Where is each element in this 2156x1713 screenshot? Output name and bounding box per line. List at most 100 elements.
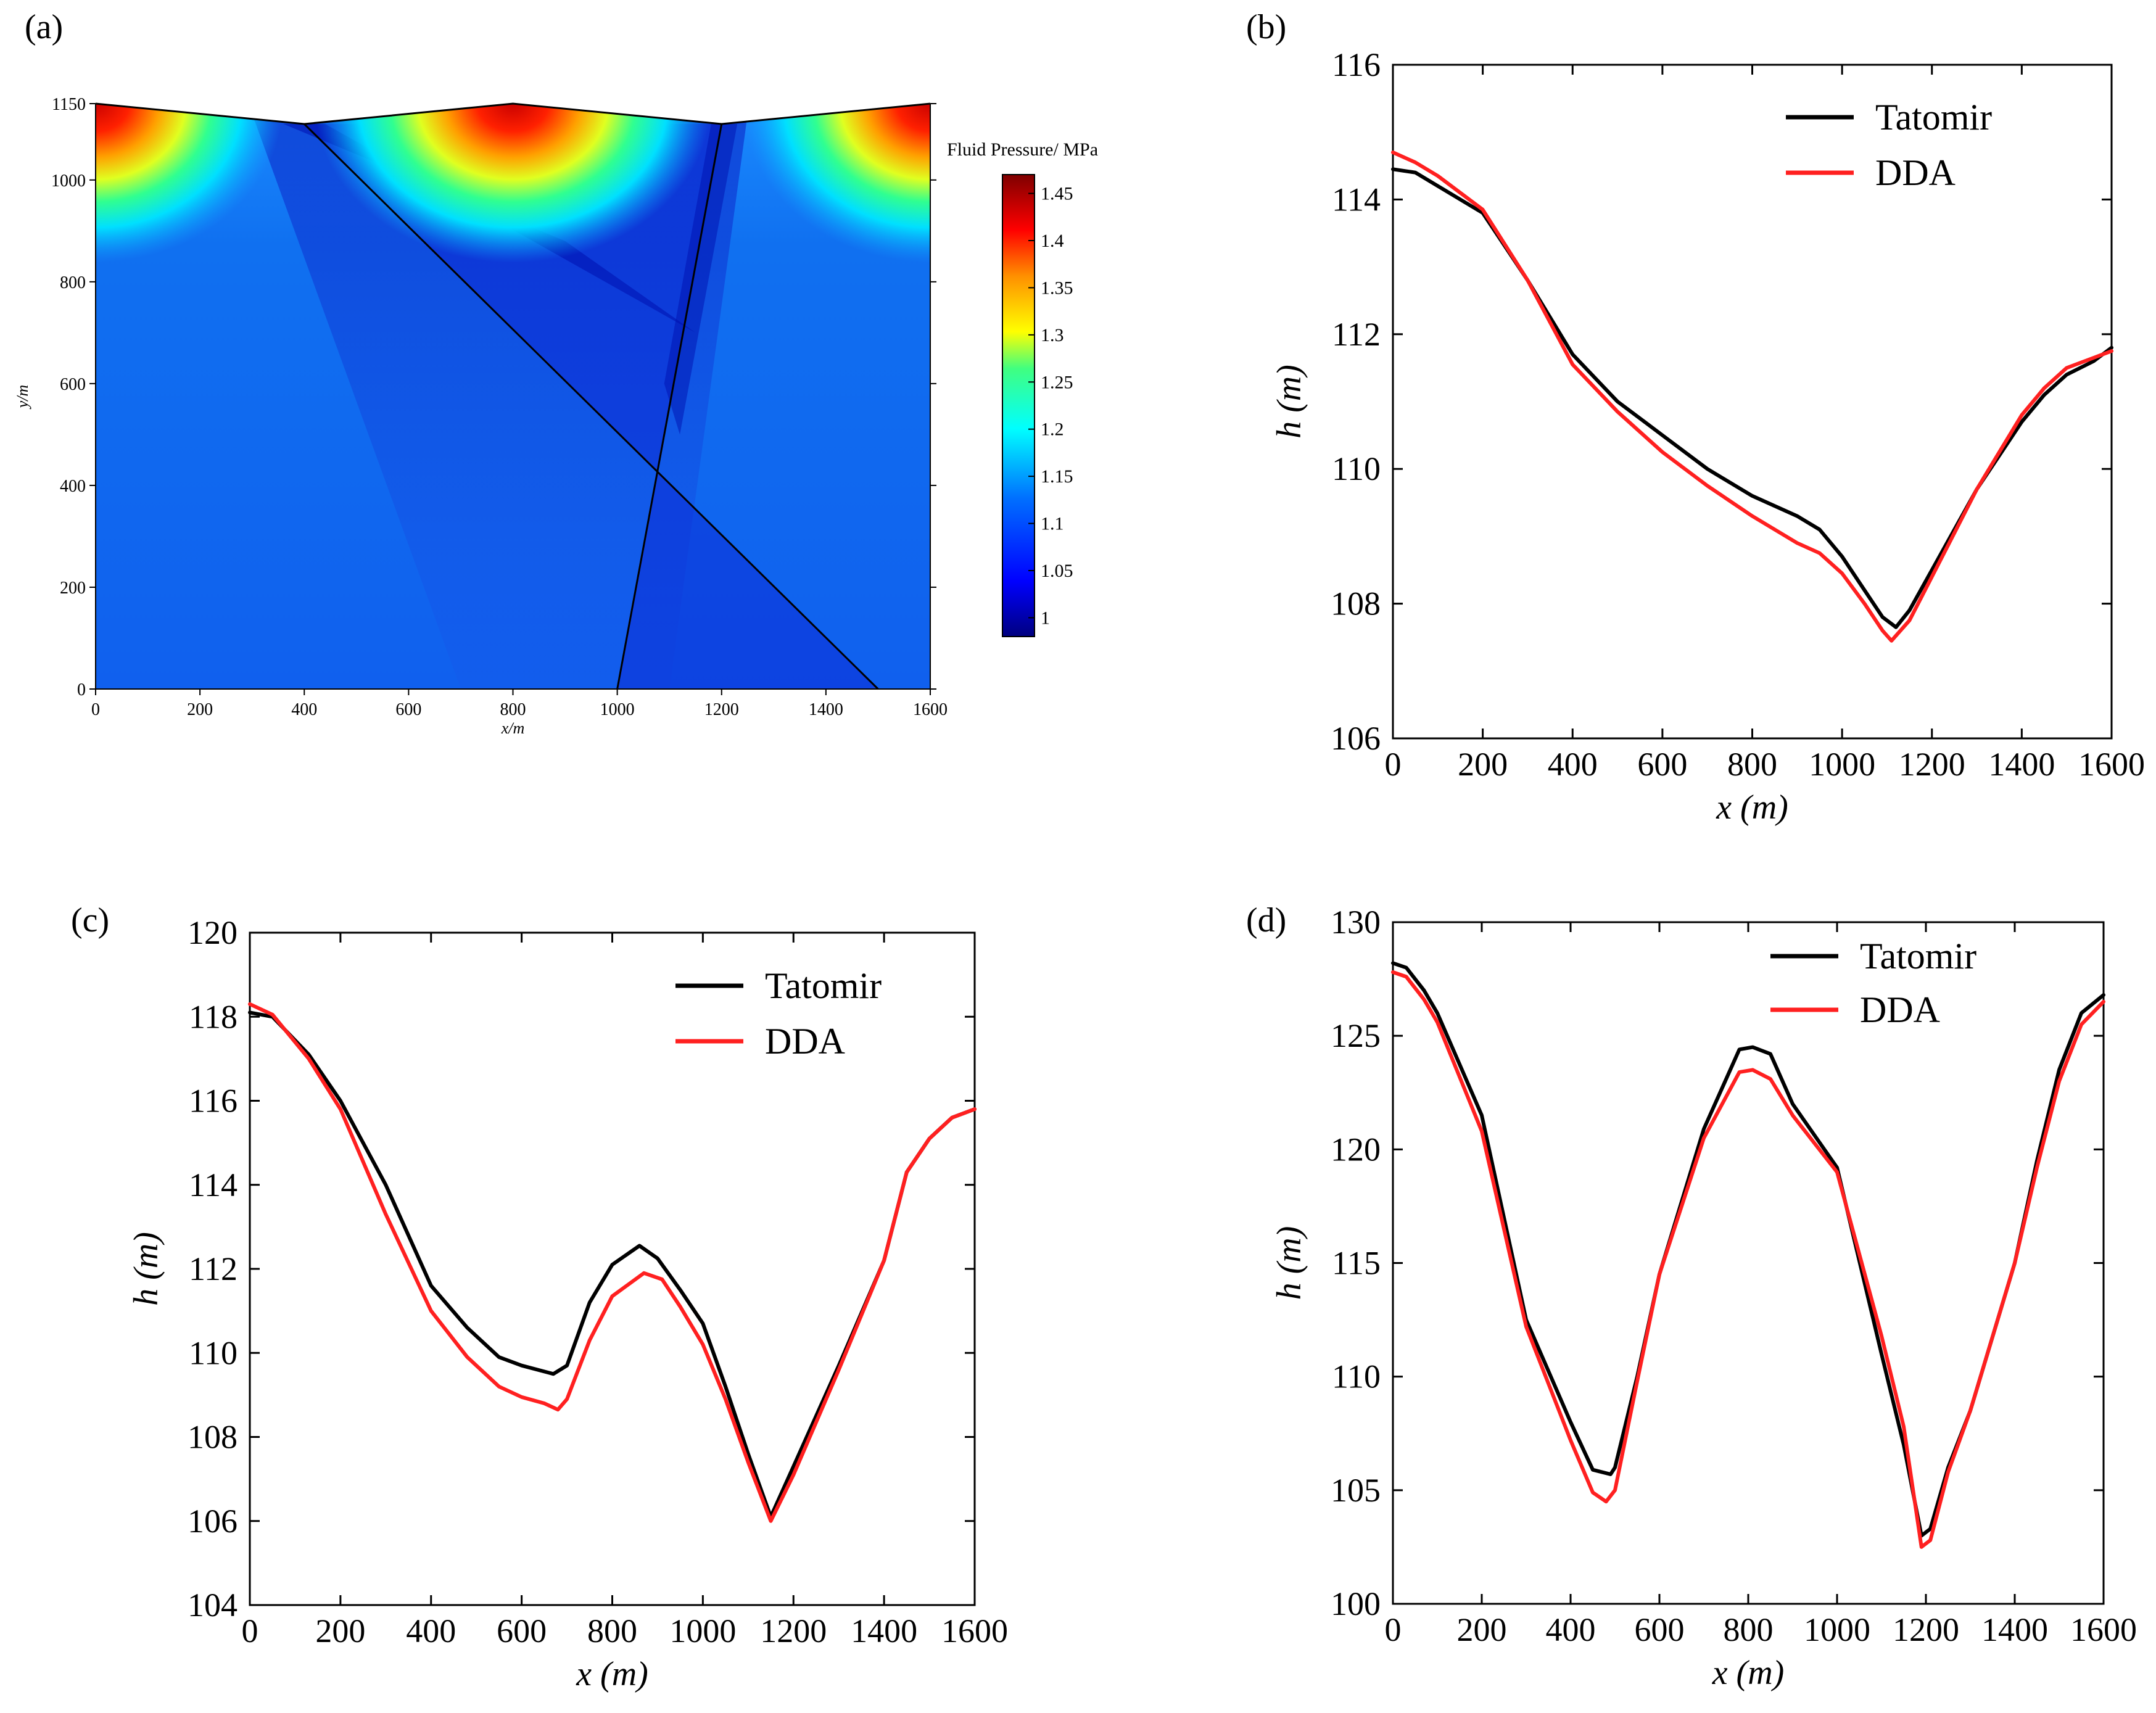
colorbar-tick-label: 1.45 [1041, 184, 1073, 204]
y-tick-label: 0 [77, 680, 86, 700]
colorbar-tick-label: 1 [1041, 608, 1050, 628]
y-tick-label: 200 [60, 579, 86, 598]
legend-label-dda: DDA [1860, 989, 1940, 1030]
colorbar-tick-label: 1.4 [1041, 231, 1064, 251]
fracture-line-2 [616, 123, 723, 690]
x-tick-label: 1400 [851, 1612, 917, 1649]
panel-label-c: (c) [71, 901, 109, 939]
y-tick-label: 112 [189, 1250, 237, 1287]
legend-label-tatomir: Tatomir [1860, 936, 1976, 976]
x-tick-label: 200 [315, 1612, 365, 1649]
high-pressure-lobe-0 [96, 104, 284, 423]
y-tick-label: 108 [188, 1419, 237, 1456]
colorbar-gradient [1002, 174, 1035, 637]
y-tick-label: 120 [1331, 1131, 1381, 1168]
panel-a-y-axis-title: y/m [14, 385, 31, 410]
series-line-dda [1391, 970, 2105, 1549]
x-tick-label: 800 [587, 1612, 637, 1649]
top-boundary-line [95, 102, 931, 125]
y-tick-label: 105 [1331, 1472, 1381, 1509]
panel-label-a: (a) [25, 8, 63, 46]
x-tick-label: 1000 [600, 700, 635, 719]
panel-c-head-profile: (c) 0 200 400 600 800 1000 1200 1400 1600 104 106 1… [71, 901, 1008, 1693]
x-tick-label: 1000 [1804, 1611, 1870, 1648]
x-tick-label: 400 [291, 700, 317, 719]
panel-a-axes: 0 200 400 600 800 1000 1200 1400 1600 0 200 400 600 8… [51, 95, 948, 719]
x-tick-label: 600 [395, 700, 421, 719]
x-tick-label: 400 [406, 1612, 456, 1649]
x-tick-label: 1400 [1981, 1611, 2048, 1648]
y-tick-label: 114 [1332, 181, 1381, 218]
y-axis-title: h (m) [1270, 365, 1308, 439]
x-tick-label: 0 [1385, 1611, 1402, 1648]
y-tick-label: 600 [60, 375, 86, 394]
x-tick-label: 1600 [913, 700, 948, 719]
high-pressure-lobe-2 [742, 104, 930, 423]
panel-a-pressure-field: (a) 0 200 400 600 800 1000 1200 1400 16000200400… [14, 8, 1098, 737]
y-axis-title: h (m) [127, 1232, 165, 1306]
series-line-dda [248, 1002, 977, 1523]
colorbar-tick-label: 1.3 [1041, 325, 1064, 345]
x-tick-label: 1000 [1809, 746, 1875, 783]
y-tick-label: 115 [1332, 1245, 1381, 1282]
x-tick-label: 400 [1548, 746, 1598, 783]
y-tick-label: 104 [188, 1587, 237, 1624]
x-axis-title: x (m) [1716, 788, 1788, 827]
colorbar-tick-label: 1.15 [1041, 466, 1073, 487]
y-tick-label: 116 [1332, 46, 1381, 83]
y-tick-label: 120 [188, 914, 237, 951]
x-tick-label: 0 [91, 700, 100, 719]
y-tick-label: 800 [60, 273, 86, 292]
legend-label-tatomir: Tatomir [1875, 97, 1992, 138]
colorbar-tick-label: 1.25 [1041, 372, 1073, 392]
x-tick-label: 1600 [2078, 746, 2145, 783]
x-tick-label: 200 [187, 700, 213, 719]
x-tick-label: 1200 [760, 1612, 827, 1649]
fracture-lines [95, 102, 931, 690]
legend-label-dda: DDA [765, 1021, 845, 1062]
x-tick-label: 1600 [941, 1612, 1008, 1649]
y-tick-label: 116 [189, 1083, 237, 1120]
x-tick-label: 600 [497, 1612, 547, 1649]
y-tick-label: 125 [1331, 1017, 1381, 1054]
x-tick-label: 0 [1385, 746, 1402, 783]
x-tick-label: 1200 [1893, 1611, 1959, 1648]
panel-b-plot-frame [1392, 64, 2113, 740]
y-axis-title: h (m) [1270, 1226, 1308, 1300]
x-tick-label: 200 [1457, 1611, 1507, 1648]
y-tick-label: 130 [1331, 904, 1381, 941]
colorbar-title: Fluid Pressure/ MPa [947, 139, 1098, 160]
x-axis-title: x (m) [1712, 1654, 1785, 1692]
x-tick-label: 400 [1546, 1611, 1596, 1648]
x-tick-label: 800 [1727, 746, 1777, 783]
x-tick-label: 1400 [1988, 746, 2055, 783]
pressure-colorbar: Fluid Pressure/ MPa 1.45 1.4 1.35 1.3 1.25 1.… [947, 139, 1098, 637]
y-tick-label: 100 [1331, 1585, 1381, 1622]
y-tick-label: 108 [1331, 585, 1381, 622]
y-tick-label: 118 [189, 998, 237, 1035]
y-tick-label: 400 [60, 477, 86, 496]
x-tick-label: 1600 [2070, 1611, 2137, 1648]
x-tick-label: 600 [1637, 746, 1687, 783]
panel-d-head-profile: (d) 0 200 400 600 800 1000 1200 1400 1600 100 105 1… [1246, 901, 2137, 1692]
panel-b-head-profile: (b) 0 200 400 600 800 1000 1200 1400 1600 106 108 1… [1246, 8, 2145, 827]
colorbar-tick-label: 1.2 [1041, 419, 1064, 440]
panel-c-plot-frame [249, 931, 976, 1606]
x-tick-label: 1200 [1899, 746, 1965, 783]
x-tick-label: 1400 [809, 700, 843, 719]
y-tick-label: 110 [1332, 1358, 1381, 1395]
series-line-dda [1391, 151, 2113, 643]
panel-d-plot-frame [1392, 921, 2105, 1605]
x-tick-label: 800 [1724, 1611, 1774, 1648]
colorbar-tick-label: 1.1 [1041, 514, 1064, 534]
x-tick-label: 600 [1635, 1611, 1685, 1648]
pressure-field-contour [96, 104, 930, 689]
high-pressure-lobe-1 [315, 104, 711, 423]
fracture-line-1 [304, 123, 879, 690]
series-line-tatomir [1391, 961, 2105, 1538]
legend-label-tatomir: Tatomir [765, 965, 882, 1006]
x-tick-label: 1000 [669, 1612, 736, 1649]
series-line-tatomir [248, 1010, 977, 1519]
panel-label-d: (d) [1246, 901, 1286, 939]
